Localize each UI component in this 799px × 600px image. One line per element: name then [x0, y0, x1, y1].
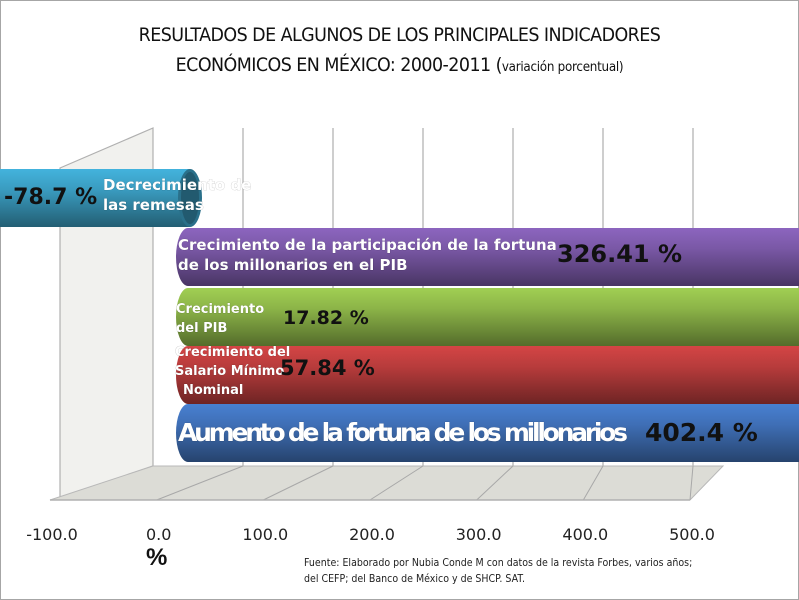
floor-gridline [476, 465, 514, 501]
bar [176, 404, 799, 462]
x-tick-label: 0.0 [146, 525, 171, 544]
floor-gridline [156, 465, 244, 501]
bar-body [176, 288, 799, 346]
chart-bars: Decrecimiento de las remesas -78.7 % Crecim… [0, 169, 799, 462]
bar [176, 346, 799, 404]
bar-end-cap-inner [181, 172, 199, 224]
floor-gridline [263, 465, 334, 501]
bar-label: Crecimiento de la participación de la fo… [178, 236, 557, 254]
bar-body [176, 228, 799, 286]
bar-label: de los millonarios en el PIB [178, 256, 408, 274]
value-label: -78.7 % [4, 185, 97, 210]
chart-title-text-2: ECONÓMICOS EN MÉXICO: 2000-2011 ( [175, 54, 503, 76]
bar-label: Decrecimiento de [103, 176, 251, 194]
bar-body [176, 346, 799, 404]
bar-label: del PIB [176, 321, 227, 336]
chart-subtitle: variación porcentual) [501, 60, 624, 75]
chart-title-line2: ECONÓMICOS EN MÉXICO: 2000-2011 (variaci… [32, 54, 767, 76]
floor-gridline [369, 465, 424, 501]
source-note-line2: del CEFP; del Banco de México y de SHCP.… [304, 572, 525, 585]
bar-body [0, 169, 190, 227]
bar [0, 169, 202, 227]
bar-label: Aumento de la fortuna de los millonarios [178, 418, 628, 447]
bar-body [176, 404, 799, 462]
chart-x-ticks: -100.0 0.0 100.0 200.0 300.0 400.0 500.0 [26, 525, 715, 544]
value-label: 326.41 % [557, 240, 682, 268]
bar-label: Crecimiento del [175, 345, 290, 360]
x-tick-label: 200.0 [349, 525, 395, 544]
chart-title-line1: RESULTADOS DE ALGUNOS DE LOS PRINCIPALES… [32, 24, 767, 46]
floor-gridline [582, 465, 604, 501]
bar-label: Nominal [183, 383, 243, 398]
chart-floor [49, 465, 725, 501]
value-label: 57.84 % [280, 356, 375, 380]
value-label: 17.82 % [283, 307, 369, 329]
x-tick-label: 400.0 [562, 525, 608, 544]
chart-title-text: RESULTADOS DE ALGUNOS DE LOS PRINCIPALES… [138, 24, 661, 46]
chart-floor-plane [49, 465, 725, 501]
bar-label: Salario Mínimo [175, 364, 284, 379]
x-tick-label: -100.0 [26, 525, 78, 544]
x-tick-label: 100.0 [242, 525, 288, 544]
bar-label: Crecimiento [176, 302, 264, 317]
x-tick-label: 500.0 [669, 525, 715, 544]
bar [176, 228, 799, 286]
floor-gridline [689, 465, 694, 501]
x-tick-label: 300.0 [456, 525, 502, 544]
x-axis-label: % [146, 544, 168, 571]
bar [176, 288, 799, 346]
bar-label: las remesas [103, 196, 204, 214]
value-label: 402.4 % [645, 418, 758, 447]
source-note-line1: Fuente: Elaborado por Nubia Conde M con … [304, 556, 693, 569]
